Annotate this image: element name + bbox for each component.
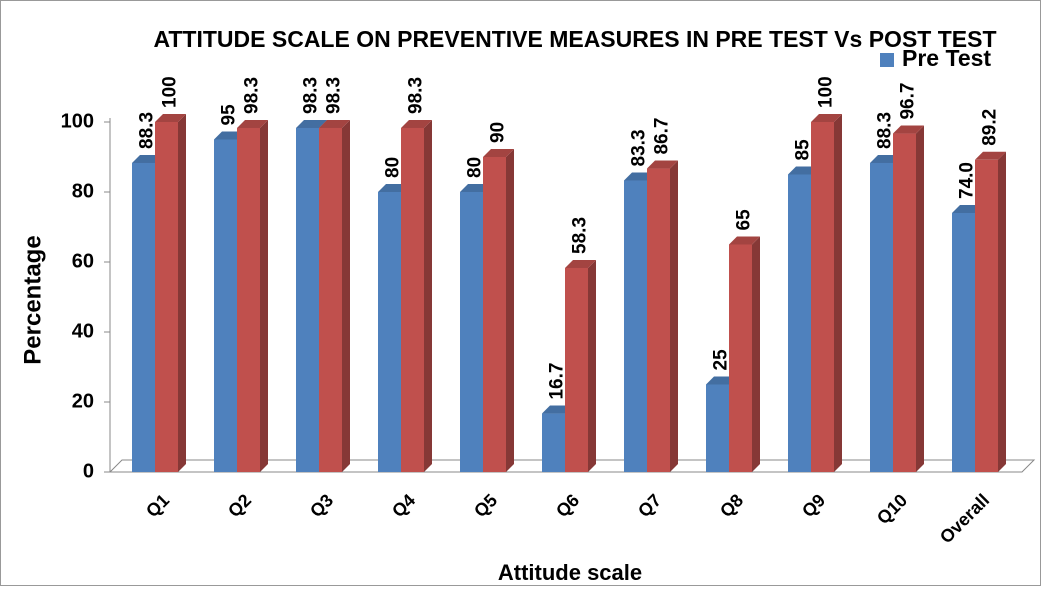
value-label: 80 [465, 157, 486, 178]
bar-top [565, 259, 596, 268]
y-tick-label: 20 [72, 390, 94, 412]
bar [729, 244, 752, 472]
bar [214, 139, 237, 472]
bar [952, 213, 975, 472]
bar [565, 267, 588, 472]
value-label: 85 [793, 139, 814, 161]
y-tick-label: 0 [83, 460, 94, 482]
bar [483, 157, 506, 472]
bar-side [670, 160, 678, 473]
value-label: 96.7 [898, 83, 919, 120]
bar [319, 127, 342, 472]
x-tick-label: Q6 [552, 490, 583, 521]
bar-top [729, 236, 760, 245]
chart-title: ATTITUDE SCALE ON PREVENTIVE MEASURES IN… [153, 26, 997, 52]
bar-top [647, 160, 678, 169]
bar [788, 174, 811, 472]
bar [296, 127, 319, 472]
bar-side [752, 236, 760, 472]
x-tick-label: Q1 [142, 490, 173, 521]
value-label: 98.3 [324, 77, 345, 114]
value-label: 100 [160, 76, 181, 108]
bar-top [975, 151, 1006, 160]
bar-top [483, 149, 514, 157]
y-tick-label: 40 [72, 320, 94, 342]
bar [647, 168, 670, 473]
value-label: 88.3 [137, 112, 158, 149]
bar-top [401, 119, 432, 128]
value-label: 65 [734, 209, 755, 231]
bar-side [588, 259, 596, 472]
bar-side [916, 125, 924, 473]
y-tick-label: 80 [72, 180, 94, 202]
bar [975, 159, 998, 473]
bar [132, 162, 155, 472]
y-tick-label: 100 [61, 110, 94, 132]
legend-label: Pre Test [902, 45, 991, 71]
bar [811, 122, 834, 472]
bar-side [998, 151, 1006, 473]
x-axis-label: Attitude scale [498, 560, 642, 585]
value-label: 80 [383, 157, 404, 178]
value-label: 89.2 [980, 109, 1001, 146]
bar-side [834, 114, 842, 472]
bar-side [178, 114, 186, 472]
bar [706, 384, 729, 472]
bar [378, 192, 401, 472]
x-tick-label: Q8 [716, 490, 747, 521]
bar-side [506, 149, 514, 472]
x-tick-label: Q9 [798, 490, 829, 521]
bar-side [424, 119, 432, 472]
bar-side [342, 119, 350, 472]
bar-top [296, 119, 327, 128]
bar [237, 127, 260, 472]
value-label: 90 [488, 122, 509, 143]
bar-top [319, 119, 350, 128]
x-tick-label: Q7 [634, 490, 665, 521]
value-label: 98.3 [406, 77, 427, 114]
value-label: 98.3 [301, 77, 322, 114]
bar [460, 192, 483, 472]
x-tick-label: Q3 [306, 490, 337, 521]
x-tick-label: Overall [936, 490, 993, 547]
x-tick-label: Q4 [388, 490, 419, 521]
bar [155, 122, 178, 472]
bar-top [893, 125, 924, 134]
bar [542, 413, 565, 472]
y-tick-label: 60 [72, 250, 94, 272]
x-tick-label: Q2 [224, 490, 255, 521]
legend-swatch [880, 53, 894, 67]
bar-top [155, 114, 186, 122]
value-label: 95 [219, 104, 240, 126]
value-label: 86.7 [652, 118, 673, 155]
value-label: 16.7 [547, 363, 568, 400]
value-label: 88.3 [875, 112, 896, 149]
bar-top [811, 114, 842, 122]
value-label: 100 [816, 76, 837, 108]
bar [870, 162, 893, 472]
x-tick-label: Q5 [470, 490, 501, 521]
value-label: 83.3 [629, 129, 650, 166]
bar-top [237, 119, 268, 128]
bar [893, 133, 916, 473]
bar-side [260, 119, 268, 472]
bar [401, 127, 424, 472]
value-label: 58.3 [570, 217, 591, 254]
y-axis-label: Percentage [19, 235, 46, 364]
x-tick-label: Q10 [873, 490, 911, 528]
bar [624, 180, 647, 472]
value-label: 98.3 [242, 77, 263, 114]
value-label: 25 [711, 349, 732, 371]
value-label: 74.0 [957, 162, 978, 199]
